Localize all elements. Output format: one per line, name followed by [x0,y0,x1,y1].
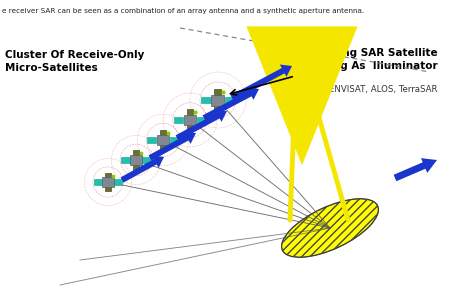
Bar [197,117,206,123]
Bar [147,137,156,143]
FancyArrow shape [230,65,292,101]
FancyArrow shape [175,110,227,141]
Bar [170,137,179,143]
FancyArrow shape [202,88,259,121]
Bar [187,109,193,130]
FancyArrow shape [393,158,437,181]
Text: Cluster Of Receive-Only
Micro-Satellites: Cluster Of Receive-Only Micro-Satellites [5,50,145,73]
Bar [133,150,139,170]
Ellipse shape [282,199,378,257]
FancyBboxPatch shape [287,49,313,67]
Bar [142,157,151,163]
Bar [105,173,111,191]
Text: e receiver SAR can be seen as a combination of an array antenna and a synthetic : e receiver SAR can be seen as a combinat… [2,8,364,14]
Bar [225,97,235,103]
FancyBboxPatch shape [157,135,169,145]
Bar [114,179,122,185]
Bar [121,157,130,163]
FancyArrow shape [120,156,164,183]
FancyBboxPatch shape [102,177,114,187]
Bar [201,97,211,103]
FancyBboxPatch shape [184,115,196,125]
Text: e.g. ENVISAT, ALOS, TerraSAR: e.g. ENVISAT, ALOS, TerraSAR [310,85,438,94]
Text: Existing SAR Satellite
Acting As  Illuminator: Existing SAR Satellite Acting As Illumin… [310,48,438,71]
FancyBboxPatch shape [313,54,330,65]
Bar [160,130,166,150]
FancyArrow shape [148,132,196,161]
FancyBboxPatch shape [270,54,286,65]
Bar [93,179,102,185]
FancyBboxPatch shape [292,62,307,73]
Bar [215,89,221,111]
FancyBboxPatch shape [130,155,142,165]
Bar [173,117,183,123]
FancyBboxPatch shape [211,94,225,105]
